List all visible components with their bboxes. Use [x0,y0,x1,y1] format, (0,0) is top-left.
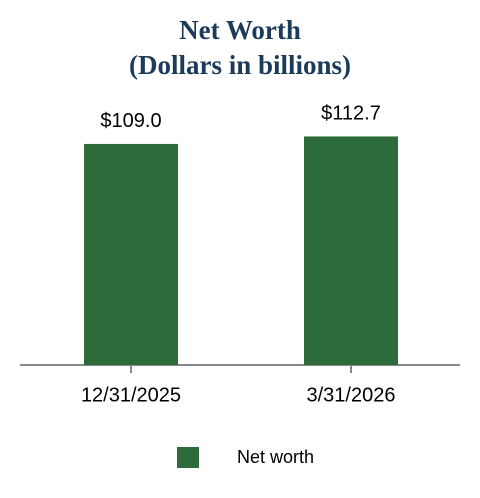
chart-title: Net Worth [179,15,301,45]
legend-swatch [177,447,199,468]
x-tick-label: 12/31/2025 [81,384,181,406]
value-label: $109.0 [100,110,161,132]
bar [304,136,398,365]
x-tick-label: 3/31/2026 [307,384,396,406]
value-label: $112.7 [321,103,381,125]
chart-subtitle: (Dollars in billions) [129,50,351,80]
legend-label: Net worth [237,447,314,467]
bar [84,143,178,365]
